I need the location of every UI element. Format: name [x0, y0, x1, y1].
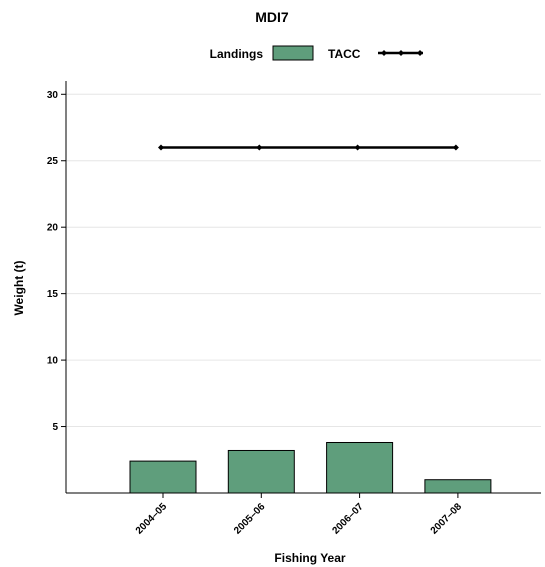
- y-tick-label: 15: [47, 289, 59, 300]
- bar-landings: [424, 479, 492, 494]
- axes: [65, 81, 541, 494]
- legend: Landings TACC: [210, 45, 423, 61]
- chart-title: MDI7: [255, 9, 289, 25]
- tacc-point: [158, 144, 164, 151]
- y-tick-label: 20: [47, 223, 59, 234]
- x-tick-label: 2006–07: [330, 501, 366, 537]
- tacc-point: [256, 144, 263, 151]
- gridlines: [66, 93, 541, 428]
- y-tick-label: 10: [47, 356, 59, 367]
- tacc-series: [158, 144, 459, 151]
- x-tick-label: 2005–06: [232, 501, 268, 537]
- bars: [129, 441, 492, 494]
- y-tick-label: 25: [47, 156, 59, 167]
- bar-landings: [129, 460, 197, 494]
- y-axis-title: Weight (t): [12, 260, 26, 315]
- legend-landings-label: Landings: [210, 47, 264, 61]
- x-tick-label: 2004–05: [134, 501, 170, 537]
- tacc-point: [354, 144, 361, 151]
- legend-tacc-label: TACC: [328, 47, 361, 61]
- y-axis-ticks: 5 10 15 20 25 30: [47, 90, 66, 433]
- x-axis-title: Fishing Year: [274, 551, 345, 565]
- x-tick-label: 2007–08: [429, 501, 465, 537]
- legend-landings-swatch: [272, 45, 314, 61]
- tacc-point: [452, 144, 459, 151]
- x-axis-ticks: 2004–05 2005–06 2006–07 2007–08: [134, 493, 465, 537]
- legend-tacc-symbol: [378, 50, 423, 56]
- y-tick-label: 30: [47, 90, 59, 101]
- y-tick-label: 5: [52, 422, 58, 433]
- bar-landings: [227, 449, 295, 494]
- bar-landings: [326, 441, 394, 494]
